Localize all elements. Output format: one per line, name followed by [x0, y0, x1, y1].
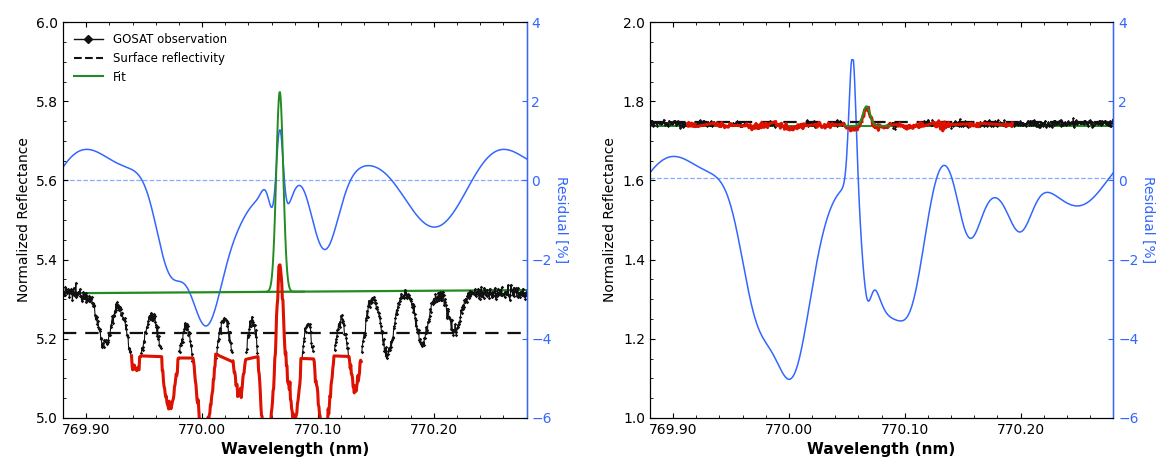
Y-axis label: Normalized Reflectance: Normalized Reflectance — [16, 137, 30, 302]
Legend: GOSAT observation, Surface reflectivity, Fit: GOSAT observation, Surface reflectivity,… — [69, 28, 232, 88]
X-axis label: Wavelength (nm): Wavelength (nm) — [808, 442, 955, 457]
Y-axis label: Residual [%]: Residual [%] — [1142, 176, 1156, 264]
Y-axis label: Residual [%]: Residual [%] — [554, 176, 568, 264]
X-axis label: Wavelength (nm): Wavelength (nm) — [220, 442, 369, 457]
Y-axis label: Normalized Reflectance: Normalized Reflectance — [604, 137, 618, 302]
